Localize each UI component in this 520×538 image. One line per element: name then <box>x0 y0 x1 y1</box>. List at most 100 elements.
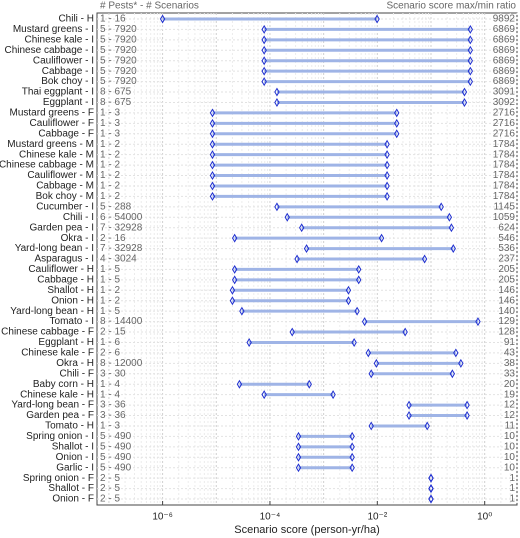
max-marker <box>461 98 468 107</box>
x-tick-label: 10⁰ <box>477 512 492 523</box>
x-tick-label: 10⁻⁴ <box>260 512 281 523</box>
ratio-label: 38 <box>504 358 516 369</box>
max-marker <box>449 369 456 379</box>
pests-label: 1 - 2 <box>100 160 120 171</box>
pests-label: 8 - 675 <box>100 87 132 98</box>
min-marker <box>246 338 252 347</box>
row-label: Cauliflower - F <box>30 118 94 129</box>
x-axis-label: Scenario score (person-yr/ha) <box>234 524 380 536</box>
row-label: Okra - H <box>56 358 94 369</box>
row-label: Chinese kale - M <box>19 149 94 160</box>
row-label: Onion - I <box>56 452 94 463</box>
max-marker <box>424 421 430 431</box>
max-marker <box>461 87 468 97</box>
pests-label: 5 - 7920 <box>100 35 137 46</box>
pests-label: 1 - 2 <box>100 139 120 150</box>
min-marker <box>261 35 267 45</box>
max-marker <box>475 317 481 327</box>
ratio-label: 20 <box>504 379 516 390</box>
pests-label: 1 - 3 <box>100 118 120 129</box>
min-marker <box>294 254 300 264</box>
pests-label: 2 - 15 <box>100 327 126 338</box>
max-marker <box>467 77 473 87</box>
ratio-label: 1784 <box>493 160 516 171</box>
ratio-label: 2716 <box>493 108 516 119</box>
pests-label: 1 - 2 <box>100 170 120 181</box>
pests-label: 1 - 5 <box>100 264 120 275</box>
row-label: Asparagus - I <box>35 254 94 265</box>
pests-label: 8 - 675 <box>100 97 132 108</box>
row-label: Cauliflower - M <box>27 170 94 181</box>
min-marker <box>295 452 302 462</box>
pests-label: 2 - 6 <box>100 348 120 359</box>
ratio-label: 1 <box>509 473 515 484</box>
row-label: Cabbage - F <box>38 128 94 139</box>
row-label: Thai eggplant - I <box>22 87 94 98</box>
pests-label: 5 - 490 <box>100 452 132 463</box>
pests-label: 1 - 4 <box>100 389 120 400</box>
row-label: Tomato - I <box>50 316 94 327</box>
row-label: Chinese cabbage - F <box>1 327 94 338</box>
max-marker <box>349 431 355 441</box>
ratio-label: 1 <box>509 494 515 505</box>
max-marker <box>345 296 352 306</box>
ratio-label: 1784 <box>493 181 516 192</box>
max-marker <box>349 463 355 473</box>
max-marker <box>421 254 428 264</box>
min-marker <box>295 431 302 441</box>
max-marker <box>453 348 459 358</box>
min-marker <box>261 390 267 400</box>
ratio-label: 1784 <box>493 170 516 181</box>
ratio-label: 205 <box>498 264 515 275</box>
max-marker <box>428 494 434 504</box>
pests-label: 5 - 7920 <box>100 55 137 66</box>
min-marker <box>261 56 267 66</box>
pests-label: 4 - 3024 <box>100 254 137 265</box>
row-label: Yard-long bean - F <box>11 400 94 411</box>
row-label: Eggplant - H <box>38 337 94 348</box>
row-label: Onion - H <box>51 295 94 306</box>
row-label: Chinese kale - F <box>21 348 94 359</box>
pests-label: 1 - 2 <box>100 181 120 192</box>
ratio-label: 91 <box>504 337 516 348</box>
ratio-label: 6869 <box>493 35 516 46</box>
ratio-label: 1784 <box>493 191 516 202</box>
ratio-label: 1784 <box>493 139 516 150</box>
row-label: Shallot - H <box>47 285 94 296</box>
row-label: Tomato - H <box>45 421 94 432</box>
pests-label: 1 - 3 <box>100 108 120 119</box>
pests-label: 7 - 32928 <box>100 222 143 233</box>
row-label: Cauliflower - H <box>28 264 94 275</box>
row-label: Bok choy - I <box>41 76 94 87</box>
ratio-label: 237 <box>498 254 515 265</box>
pests-label: 8 - 12000 <box>100 358 143 369</box>
min-marker <box>239 306 245 316</box>
min-marker <box>365 348 372 358</box>
row-label: Shallot - I <box>52 441 94 452</box>
min-marker <box>209 139 216 149</box>
row-label: Garden pea - F <box>26 410 94 421</box>
row-label: Cabbage - M <box>36 181 94 192</box>
ratio-label: 1784 <box>493 149 516 160</box>
pests-label: 3 - 36 <box>100 410 126 421</box>
row-label: Cauliflower - I <box>33 55 94 66</box>
max-marker <box>458 358 464 368</box>
header-left: # Pests* - # Scenarios <box>100 1 199 12</box>
row-label: Chinese cabbage - M <box>0 160 94 171</box>
ratio-label: 10 <box>504 452 516 463</box>
min-marker <box>231 264 238 274</box>
min-marker <box>209 108 216 118</box>
min-marker <box>229 285 236 295</box>
max-marker <box>446 212 453 222</box>
min-marker <box>261 24 267 34</box>
min-marker <box>361 317 368 327</box>
min-marker <box>295 463 302 473</box>
row-label: Onion - F <box>52 494 94 505</box>
pests-label: 2 - 5 <box>100 483 120 494</box>
min-marker <box>231 233 238 243</box>
min-marker <box>295 442 302 452</box>
ratio-label: 6869 <box>493 24 516 35</box>
ratio-label: 146 <box>498 295 515 306</box>
row-label: Baby corn - H <box>33 379 94 390</box>
